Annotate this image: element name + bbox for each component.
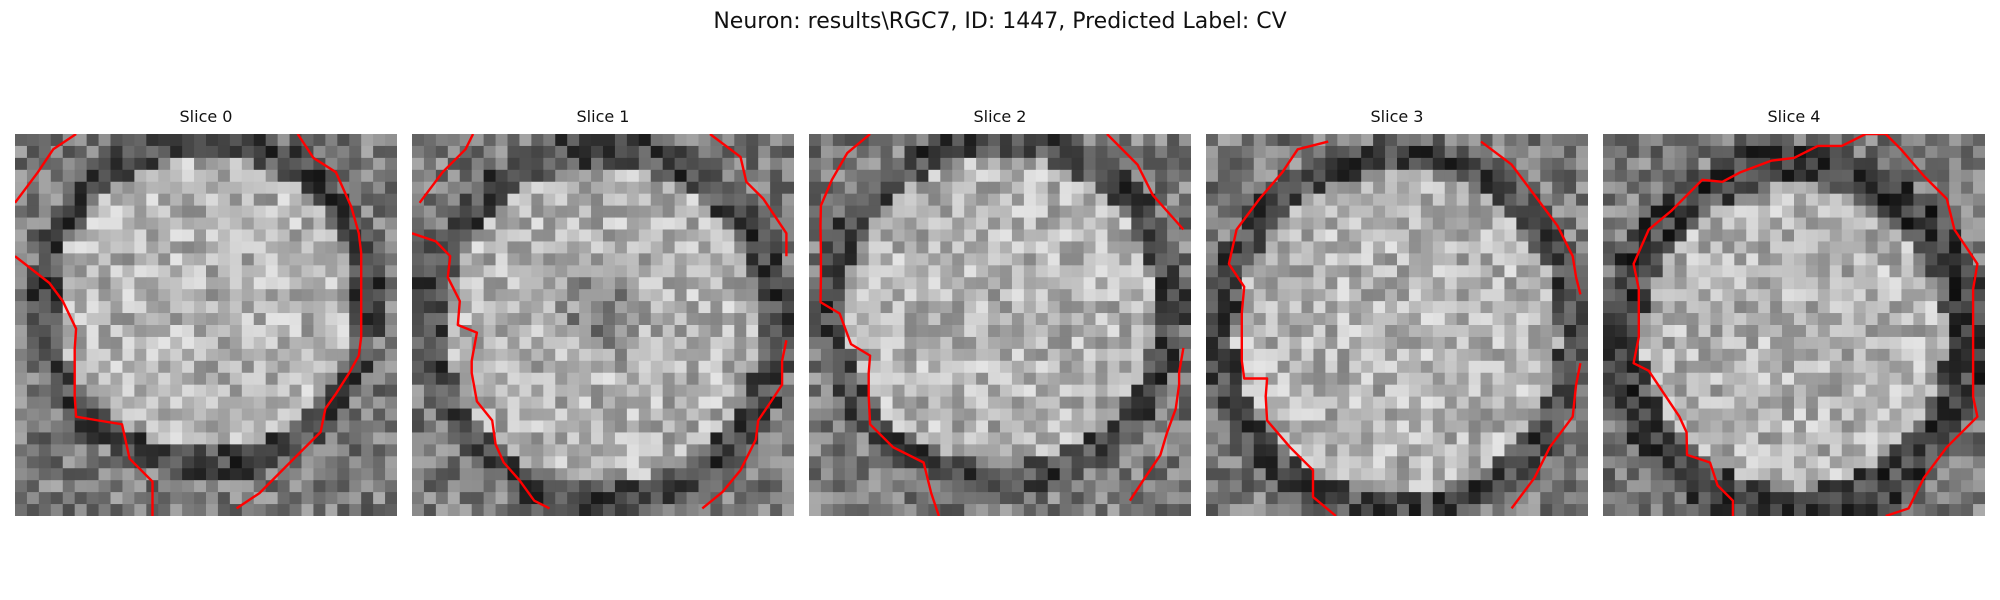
slice-image-1 <box>412 134 794 516</box>
contour-line <box>412 232 551 510</box>
slice-image-2 <box>809 134 1191 516</box>
contour-line <box>1510 362 1582 510</box>
slice-title-1: Slice 1 <box>576 107 630 126</box>
contour-line <box>1227 140 1337 516</box>
slice-image-3 <box>1206 134 1588 516</box>
contour-line <box>1128 347 1185 502</box>
slice-title-3: Slice 3 <box>1370 107 1424 126</box>
contour-line <box>1632 134 1886 516</box>
contour-line <box>1480 140 1582 295</box>
contour-line <box>819 134 941 516</box>
contour-line <box>418 134 475 204</box>
contour-line <box>1884 134 1979 516</box>
contour-line <box>701 340 788 510</box>
slice-image-0 <box>15 134 397 516</box>
contour-line <box>235 134 363 510</box>
slice-image-4 <box>1603 134 1985 516</box>
contour-line <box>15 255 154 516</box>
contour-line <box>1106 134 1185 231</box>
slice-title-2: Slice 2 <box>973 107 1027 126</box>
contour-line <box>709 134 788 257</box>
slice-title-0: Slice 0 <box>179 107 233 126</box>
slice-title-4: Slice 4 <box>1767 107 1821 126</box>
figure-title: Neuron: results\RGC7, ID: 1447, Predicte… <box>713 9 1287 34</box>
contour-line <box>15 134 77 204</box>
